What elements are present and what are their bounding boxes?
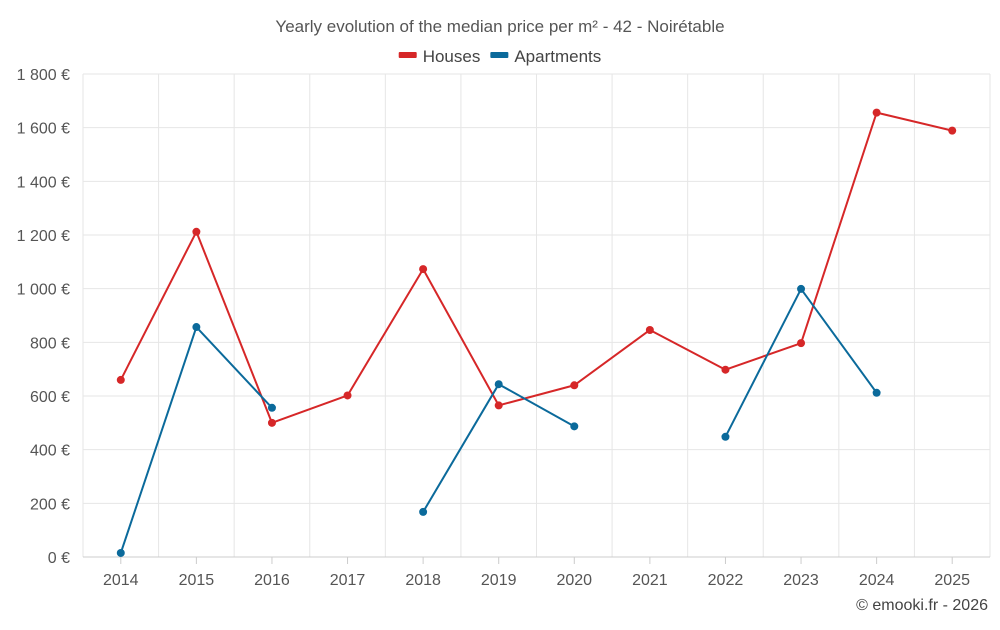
legend-swatch-apartments bbox=[490, 52, 509, 58]
houses-point-2021[interactable] bbox=[645, 325, 654, 334]
legend-label-apartments: Apartments bbox=[514, 47, 601, 66]
x-tick-label-2023: 2023 bbox=[783, 572, 819, 589]
x-tick-label-2021: 2021 bbox=[632, 572, 668, 589]
y-tick-label: 1 000 € bbox=[17, 282, 70, 299]
houses-point-2025[interactable] bbox=[948, 126, 957, 135]
x-tick-label-2022: 2022 bbox=[708, 572, 744, 589]
y-tick-label: 800 € bbox=[30, 335, 70, 352]
credit-text: © emooki.fr - 2026 bbox=[856, 597, 988, 614]
x-tick-label-2016: 2016 bbox=[254, 572, 290, 589]
houses-point-2014[interactable] bbox=[116, 375, 125, 384]
apartments-point-2018[interactable] bbox=[419, 507, 428, 516]
x-axis: 2014 2015 2016 2017 2018 2019 2020 2021 2022 2023… bbox=[83, 556, 990, 589]
houses-point-2020[interactable] bbox=[570, 381, 579, 390]
legend[interactable]: Houses Apartments bbox=[398, 47, 602, 66]
houses-point-2024[interactable] bbox=[872, 108, 881, 117]
apartments-point-2019[interactable] bbox=[494, 380, 503, 389]
y-tick-label: 1 400 € bbox=[17, 174, 70, 191]
x-tick-label-2019: 2019 bbox=[481, 572, 517, 589]
chart-title: Yearly evolution of the median price per… bbox=[275, 17, 724, 36]
series-apartments bbox=[116, 284, 881, 557]
y-tick-label: 1 800 € bbox=[17, 67, 70, 84]
x-tick-label-2015: 2015 bbox=[179, 572, 215, 589]
x-tick-label-2024: 2024 bbox=[859, 572, 895, 589]
apartments-point-2016[interactable] bbox=[267, 403, 276, 412]
x-tick-label-2017: 2017 bbox=[330, 572, 366, 589]
legend-item-houses[interactable]: Houses bbox=[398, 47, 481, 66]
y-tick-label: 1 600 € bbox=[17, 121, 70, 138]
legend-label-houses: Houses bbox=[423, 47, 481, 66]
x-tick-label-2025: 2025 bbox=[934, 572, 970, 589]
houses-point-2017[interactable] bbox=[343, 391, 352, 400]
grid bbox=[82, 73, 991, 558]
apartments-point-2020[interactable] bbox=[570, 422, 579, 431]
houses-point-2019[interactable] bbox=[494, 401, 503, 410]
x-tick-label-2020: 2020 bbox=[556, 572, 592, 589]
apartments-line-segment bbox=[119, 326, 273, 554]
apartments-point-2014[interactable] bbox=[116, 548, 125, 557]
apartments-point-2023[interactable] bbox=[797, 284, 806, 293]
apartments-point-2024[interactable] bbox=[872, 388, 881, 397]
y-tick-label: 400 € bbox=[30, 443, 70, 460]
apartments-point-2022[interactable] bbox=[721, 432, 730, 441]
legend-swatch-houses bbox=[398, 52, 417, 58]
apartments-point-2015[interactable] bbox=[192, 323, 201, 332]
y-tick-label: 600 € bbox=[30, 389, 70, 406]
houses-point-2018[interactable] bbox=[419, 265, 428, 274]
legend-item-apartments[interactable]: Apartments bbox=[490, 47, 601, 66]
y-tick-label: 0 € bbox=[48, 550, 70, 567]
houses-point-2015[interactable] bbox=[192, 227, 201, 236]
houses-point-2016[interactable] bbox=[267, 418, 276, 427]
houses-point-2022[interactable] bbox=[721, 365, 730, 374]
houses-point-2023[interactable] bbox=[797, 339, 806, 348]
y-tick-label: 1 200 € bbox=[17, 228, 70, 245]
x-tick-label-2018: 2018 bbox=[405, 572, 441, 589]
y-axis: 0 € 200 € 400 € 600 € 800 € 1 000 € 1 200 € 1 4… bbox=[17, 67, 70, 567]
x-tick-label-2014: 2014 bbox=[103, 572, 139, 589]
apartments-line-segment bbox=[724, 287, 878, 438]
y-tick-label: 200 € bbox=[30, 496, 70, 513]
series-group bbox=[116, 108, 957, 557]
